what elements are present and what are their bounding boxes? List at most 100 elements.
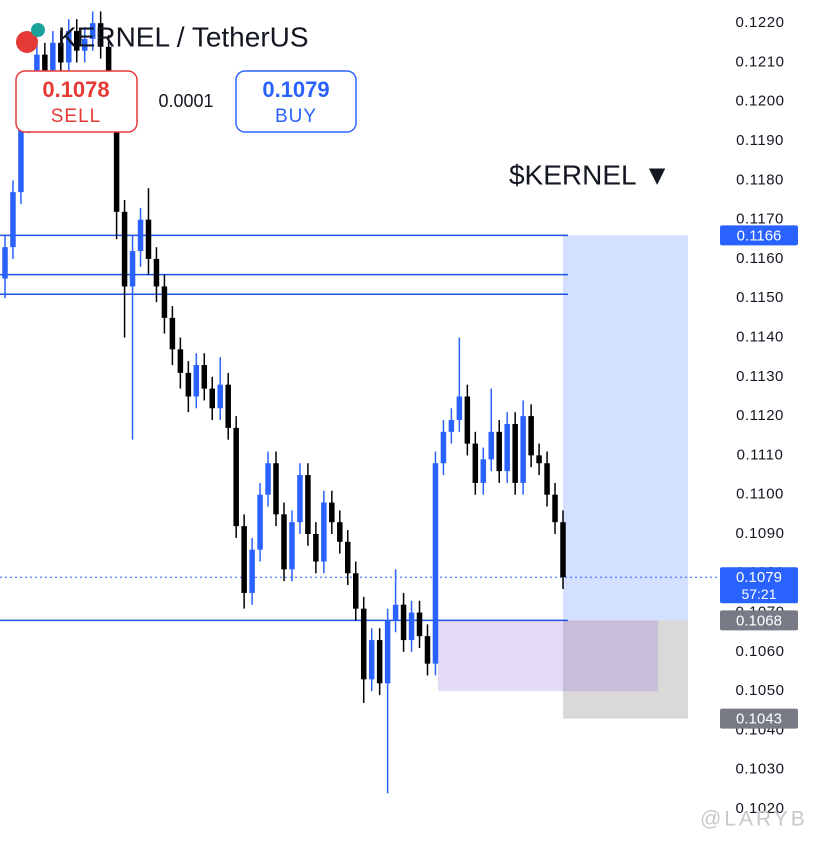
candle-body xyxy=(337,522,343,542)
y-tick-label: 0.1160 xyxy=(736,250,784,267)
candle-body xyxy=(121,211,128,287)
sell-button[interactable] xyxy=(15,70,138,133)
candle-body xyxy=(384,620,391,684)
zone xyxy=(563,620,688,719)
candle-body xyxy=(313,533,319,562)
candle-body xyxy=(193,365,200,397)
candle-body xyxy=(536,455,542,464)
candle-body xyxy=(528,416,534,456)
watermark: @LARYB xyxy=(700,808,808,831)
price-axis: 0.10200.10300.10400.10500.10600.10700.10… xyxy=(720,14,798,817)
candle-body xyxy=(424,636,431,664)
candle-body xyxy=(329,502,335,523)
price-tag xyxy=(720,708,798,729)
candle-body xyxy=(81,38,88,51)
candle-body xyxy=(113,109,120,212)
candle-body xyxy=(161,286,168,318)
price-tag-label: 0.1068 xyxy=(736,612,782,629)
buy-price: 0.1079 xyxy=(262,77,329,102)
sell-price: 0.1078 xyxy=(42,77,109,102)
price-tag-label: 0.1079 xyxy=(736,569,782,586)
candle-body xyxy=(472,443,479,483)
candle-body xyxy=(352,573,359,609)
candle-body xyxy=(297,475,303,523)
candle-body xyxy=(552,494,558,523)
candle-body xyxy=(488,431,495,460)
y-tick-label: 0.1060 xyxy=(736,643,785,660)
coin-icon xyxy=(31,23,45,37)
candle-body xyxy=(544,463,550,495)
candle-body xyxy=(249,549,255,593)
chart-title: KERNEL / TetherUS xyxy=(58,21,309,52)
candle-body xyxy=(560,522,566,578)
zone xyxy=(563,235,688,621)
buy-label: BUY xyxy=(275,106,317,127)
price-tag-label: 0.1043 xyxy=(736,711,782,728)
annotation: $KERNEL ▼ xyxy=(509,159,671,190)
plot-area xyxy=(0,11,720,794)
candle-body xyxy=(217,384,223,409)
candle-body xyxy=(153,258,160,287)
y-tick-label: 0.1220 xyxy=(736,14,785,31)
y-tick-label: 0.1020 xyxy=(736,800,785,817)
candle-body xyxy=(209,388,216,409)
candle-body xyxy=(305,475,311,534)
y-tick-label: 0.1050 xyxy=(736,682,785,699)
candle-body xyxy=(464,396,471,444)
candle-body xyxy=(50,42,56,71)
candle-body xyxy=(416,612,423,637)
y-tick-label: 0.1140 xyxy=(736,328,784,345)
y-tick-label: 0.1190 xyxy=(736,132,784,149)
candle-body xyxy=(58,42,64,63)
y-tick-label: 0.1030 xyxy=(736,761,785,778)
candle-body xyxy=(10,192,16,248)
candle-body xyxy=(273,463,279,515)
y-tick-label: 0.1130 xyxy=(736,368,784,385)
price-tag-label: 0.1166 xyxy=(737,227,782,244)
candle-body xyxy=(360,608,367,680)
price-tag xyxy=(720,567,798,604)
candle-body xyxy=(42,54,48,71)
candle-body xyxy=(376,640,383,684)
y-tick-label: 0.1100 xyxy=(736,486,784,503)
candle-body xyxy=(408,612,415,641)
y-tick-label: 0.1200 xyxy=(736,93,785,110)
candle-body xyxy=(448,420,455,432)
candle-body xyxy=(504,423,510,472)
candle-body xyxy=(321,502,327,562)
candle-body xyxy=(480,459,487,483)
sell-label: SELL xyxy=(51,106,101,127)
candle-body xyxy=(97,23,104,47)
price-tag xyxy=(720,610,798,631)
candle-body xyxy=(185,372,192,397)
candle-body xyxy=(440,431,447,464)
candle-body xyxy=(177,349,184,373)
buy-button[interactable] xyxy=(235,70,357,133)
candle-body xyxy=(201,365,208,389)
candle-body xyxy=(18,121,24,193)
y-tick-label: 0.1180 xyxy=(736,171,784,188)
candle-body xyxy=(89,23,96,39)
header: KERNEL / TetherUS 0.1078 SELL 0.0001 0.1… xyxy=(15,21,808,831)
price-tag xyxy=(720,225,798,246)
candle-body xyxy=(368,640,375,680)
spread: 0.0001 xyxy=(158,91,213,111)
candle-body xyxy=(512,423,518,483)
candle-body xyxy=(225,384,231,428)
candle-body xyxy=(73,31,80,51)
candle-body xyxy=(432,463,439,664)
zone xyxy=(438,620,658,692)
y-tick-label: 0.1150 xyxy=(736,289,784,306)
y-tick-label: 0.1110 xyxy=(737,446,784,463)
candle-body xyxy=(281,514,287,570)
candle-body xyxy=(169,317,176,350)
candle-body xyxy=(456,396,463,421)
exchange-icon xyxy=(16,31,38,53)
candle-body xyxy=(289,522,295,570)
candle-body xyxy=(400,604,407,641)
y-tick-label: 0.1210 xyxy=(736,53,785,70)
candle-body xyxy=(345,541,351,574)
y-tick-label: 0.1090 xyxy=(736,525,785,542)
